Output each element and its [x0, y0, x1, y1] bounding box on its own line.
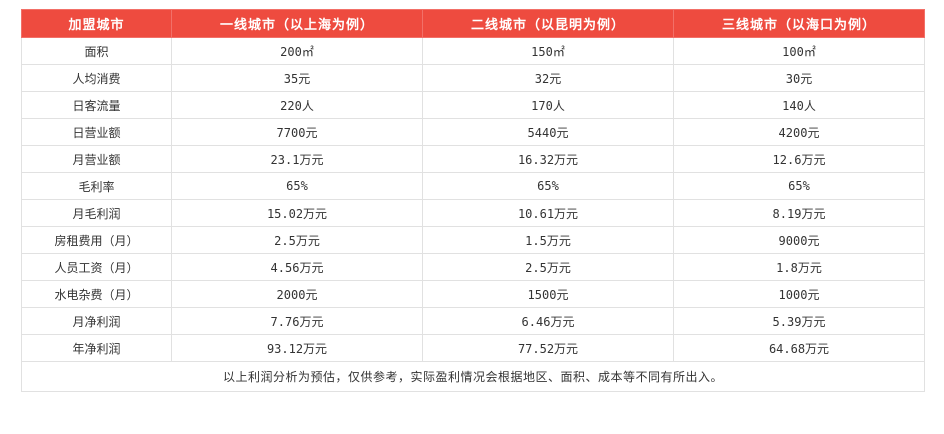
tier2-value: 2.5万元 — [422, 253, 674, 281]
tier1-value: 35元 — [171, 64, 423, 92]
footnote-row: 以上利润分析为预估，仅供参考，实际盈利情况会根据地区、面积、成本等不同有所出入。 — [21, 361, 925, 392]
row-label: 人均消费 — [21, 64, 172, 92]
tier1-value: 23.1万元 — [171, 145, 423, 173]
row-label: 水电杂费（月） — [21, 280, 172, 308]
tier1-value: 93.12万元 — [171, 334, 423, 362]
tier3-value: 4200元 — [673, 118, 925, 146]
table-row: 月营业额 23.1万元 16.32万元 12.6万元 — [21, 145, 925, 173]
header-tier3-city: 三线城市（以海口为例） — [673, 9, 925, 38]
tier3-value: 30元 — [673, 64, 925, 92]
row-label: 月毛利润 — [21, 199, 172, 227]
tier1-value: 4.56万元 — [171, 253, 423, 281]
tier2-value: 65% — [422, 172, 674, 200]
franchise-profit-table: 加盟城市 一线城市（以上海为例） 二线城市（以昆明为例） 三线城市（以海口为例）… — [21, 9, 925, 392]
tier1-value: 220人 — [171, 91, 423, 119]
tier3-value: 5.39万元 — [673, 307, 925, 335]
table-row: 人均消费 35元 32元 30元 — [21, 64, 925, 92]
tier3-value: 64.68万元 — [673, 334, 925, 362]
tier3-value: 9000元 — [673, 226, 925, 254]
tier2-value: 1500元 — [422, 280, 674, 308]
row-label: 日客流量 — [21, 91, 172, 119]
tier2-value: 1.5万元 — [422, 226, 674, 254]
row-label: 月净利润 — [21, 307, 172, 335]
table-row: 日营业额 7700元 5440元 4200元 — [21, 118, 925, 146]
footnote: 以上利润分析为预估，仅供参考，实际盈利情况会根据地区、面积、成本等不同有所出入。 — [21, 361, 925, 392]
tier1-value: 7.76万元 — [171, 307, 423, 335]
header-tier1-city: 一线城市（以上海为例） — [171, 9, 423, 38]
tier2-value: 77.52万元 — [422, 334, 674, 362]
tier1-value: 15.02万元 — [171, 199, 423, 227]
table-row: 日客流量 220人 170人 140人 — [21, 91, 925, 119]
tier2-value: 5440元 — [422, 118, 674, 146]
row-label: 房租费用（月） — [21, 226, 172, 254]
tier3-value: 140人 — [673, 91, 925, 119]
header-tier2-city: 二线城市（以昆明为例） — [422, 9, 674, 38]
table-header-row: 加盟城市 一线城市（以上海为例） 二线城市（以昆明为例） 三线城市（以海口为例） — [21, 9, 925, 38]
tier3-value: 65% — [673, 172, 925, 200]
table-row: 水电杂费（月） 2000元 1500元 1000元 — [21, 280, 925, 308]
tier2-value: 10.61万元 — [422, 199, 674, 227]
header-city-type: 加盟城市 — [21, 9, 172, 38]
tier3-value: 8.19万元 — [673, 199, 925, 227]
tier2-value: 6.46万元 — [422, 307, 674, 335]
row-label: 日营业额 — [21, 118, 172, 146]
tier2-value: 170人 — [422, 91, 674, 119]
tier1-value: 7700元 — [171, 118, 423, 146]
tier1-value: 2.5万元 — [171, 226, 423, 254]
tier3-value: 12.6万元 — [673, 145, 925, 173]
row-label: 人员工资（月） — [21, 253, 172, 281]
row-label: 面积 — [21, 37, 172, 65]
table-row: 人员工资（月） 4.56万元 2.5万元 1.8万元 — [21, 253, 925, 281]
table-body: 面积 200㎡ 150㎡ 100㎡ 人均消费 35元 32元 30元 日客流量 … — [21, 37, 925, 392]
tier2-value: 150㎡ — [422, 37, 674, 65]
row-label: 毛利率 — [21, 172, 172, 200]
table-row: 月毛利润 15.02万元 10.61万元 8.19万元 — [21, 199, 925, 227]
row-label: 年净利润 — [21, 334, 172, 362]
tier2-value: 16.32万元 — [422, 145, 674, 173]
table-row: 毛利率 65% 65% 65% — [21, 172, 925, 200]
tier3-value: 100㎡ — [673, 37, 925, 65]
tier1-value: 200㎡ — [171, 37, 423, 65]
tier3-value: 1000元 — [673, 280, 925, 308]
table-row: 房租费用（月） 2.5万元 1.5万元 9000元 — [21, 226, 925, 254]
tier3-value: 1.8万元 — [673, 253, 925, 281]
table-row: 年净利润 93.12万元 77.52万元 64.68万元 — [21, 334, 925, 362]
tier2-value: 32元 — [422, 64, 674, 92]
tier1-value: 2000元 — [171, 280, 423, 308]
table-row: 月净利润 7.76万元 6.46万元 5.39万元 — [21, 307, 925, 335]
row-label: 月营业额 — [21, 145, 172, 173]
table-row: 面积 200㎡ 150㎡ 100㎡ — [21, 37, 925, 65]
profit-table-container: 加盟城市 一线城市（以上海为例） 二线城市（以昆明为例） 三线城市（以海口为例）… — [21, 9, 925, 392]
tier1-value: 65% — [171, 172, 423, 200]
